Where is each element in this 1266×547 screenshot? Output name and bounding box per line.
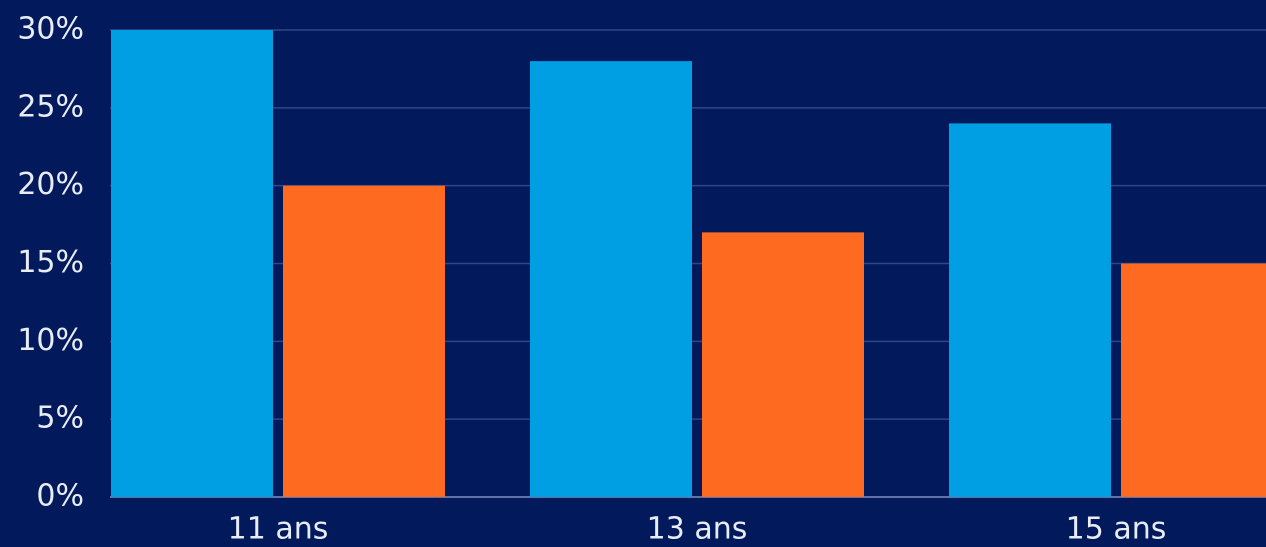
bar: [1121, 263, 1266, 497]
bar: [949, 123, 1111, 498]
x-tick-label: 11 ans: [228, 512, 329, 547]
y-tick-label: 5%: [36, 401, 84, 436]
y-tick-label: 20%: [17, 167, 84, 202]
y-tick-label: 0%: [36, 479, 84, 514]
y-tick-label: 10%: [17, 323, 84, 358]
bar: [530, 61, 692, 498]
y-tick-label: 25%: [17, 89, 84, 124]
bar: [111, 30, 273, 497]
y-tick-label: 30%: [17, 12, 84, 47]
bar: [283, 185, 445, 497]
bar: [702, 232, 864, 497]
y-tick-label: 15%: [17, 245, 84, 280]
x-tick-label: 15 ans: [1066, 512, 1167, 547]
x-tick-label: 13 ans: [647, 512, 748, 547]
